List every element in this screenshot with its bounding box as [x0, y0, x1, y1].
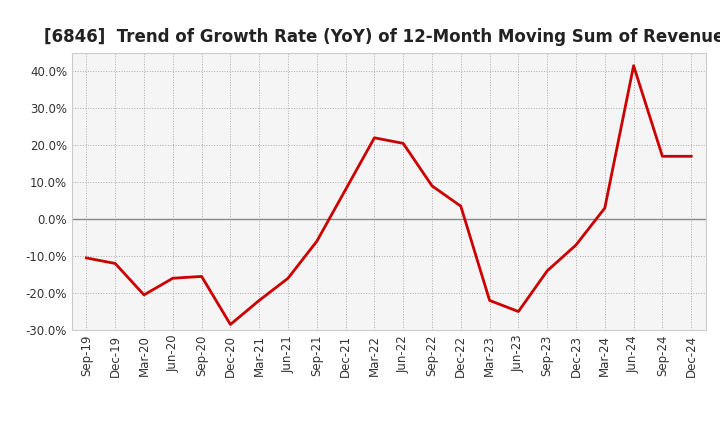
Title: [6846]  Trend of Growth Rate (YoY) of 12-Month Moving Sum of Revenues: [6846] Trend of Growth Rate (YoY) of 12-…: [44, 28, 720, 46]
